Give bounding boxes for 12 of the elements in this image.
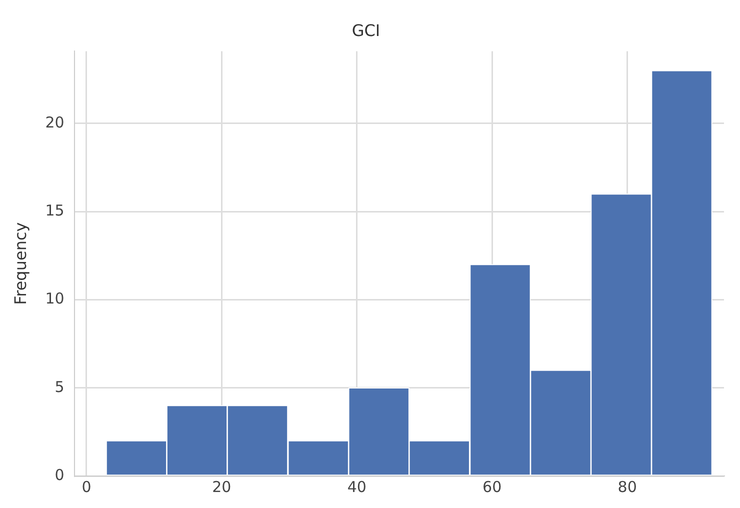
y-axis-title: Frequency xyxy=(10,222,30,305)
x-tick-label: 40 xyxy=(347,478,366,496)
y-tick-label: 5 xyxy=(54,378,64,396)
y-tick-label: 0 xyxy=(54,466,64,484)
y-tick-label: 15 xyxy=(45,201,64,220)
x-tick-label: 80 xyxy=(618,478,637,496)
x-tick-label: 20 xyxy=(212,478,232,496)
chart-title: GCI xyxy=(352,20,380,40)
x-tick-label: 60 xyxy=(482,478,502,496)
x-tick-label: 0 xyxy=(82,478,92,496)
y-tick-label: 10 xyxy=(45,290,64,308)
y-tick-label: 20 xyxy=(45,113,64,132)
